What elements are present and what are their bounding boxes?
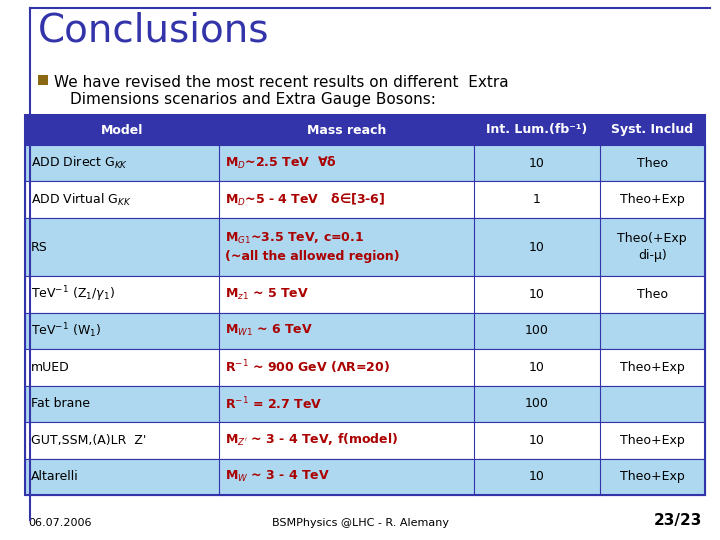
Bar <box>25 115 705 495</box>
Text: We have revised the most recent results on different  Extra: We have revised the most recent results … <box>54 75 508 90</box>
Bar <box>25 458 705 495</box>
Text: Int. Lum.(fb⁻¹): Int. Lum.(fb⁻¹) <box>486 124 588 137</box>
Text: Theo: Theo <box>636 288 668 301</box>
Text: 10: 10 <box>528 361 544 374</box>
Bar <box>25 422 705 458</box>
Bar <box>25 115 705 145</box>
Text: Model: Model <box>101 124 143 137</box>
Text: 100: 100 <box>525 325 549 338</box>
Text: R$^{-1}$ = 2.7 TeV: R$^{-1}$ = 2.7 TeV <box>225 396 322 412</box>
Bar <box>25 218 705 276</box>
Bar <box>25 386 705 422</box>
Text: M$_{D}$~2.5 TeV  ∀δ: M$_{D}$~2.5 TeV ∀δ <box>225 155 336 171</box>
Text: 23/23: 23/23 <box>654 513 702 528</box>
Text: mUED: mUED <box>31 361 70 374</box>
Text: Theo+Exp: Theo+Exp <box>620 361 685 374</box>
Text: 100: 100 <box>525 397 549 410</box>
Text: Theo+Exp: Theo+Exp <box>620 193 685 206</box>
Bar <box>25 145 705 181</box>
Bar <box>38 75 48 85</box>
Bar <box>25 313 705 349</box>
Text: Theo: Theo <box>636 157 668 170</box>
Bar <box>25 349 705 386</box>
Text: 10: 10 <box>528 470 544 483</box>
Text: Theo+Exp: Theo+Exp <box>620 470 685 483</box>
Text: ADD Virtual G$_{KK}$: ADD Virtual G$_{KK}$ <box>31 192 132 208</box>
Text: M$_{z1}$ ~ 5 TeV: M$_{z1}$ ~ 5 TeV <box>225 287 309 302</box>
Bar <box>25 181 705 218</box>
Text: GUT,SSM,(A)LR  Z': GUT,SSM,(A)LR Z' <box>31 434 146 447</box>
Text: Dimensions scenarios and Extra Gauge Bosons:: Dimensions scenarios and Extra Gauge Bos… <box>70 92 436 107</box>
Text: TeV$^{-1}$ (Z$_1$/$γ$$_1$): TeV$^{-1}$ (Z$_1$/$γ$$_1$) <box>31 285 115 304</box>
Text: R$^{-1}$ ~ 900 GeV (ΛR=20): R$^{-1}$ ~ 900 GeV (ΛR=20) <box>225 359 390 376</box>
Text: 10: 10 <box>528 157 544 170</box>
Text: M$_{D}$~5 - 4 TeV   δ∈[3-6]: M$_{D}$~5 - 4 TeV δ∈[3-6] <box>225 192 385 208</box>
Text: 1: 1 <box>533 193 541 206</box>
Bar <box>25 276 705 313</box>
Text: Fat brane: Fat brane <box>31 397 90 410</box>
Text: ADD Direct G$_{KK}$: ADD Direct G$_{KK}$ <box>31 155 128 171</box>
Text: 06.07.2006: 06.07.2006 <box>28 518 91 528</box>
Text: RS: RS <box>31 241 48 254</box>
Text: TeV$^{-1}$ (W$_1$): TeV$^{-1}$ (W$_1$) <box>31 322 102 340</box>
Text: 10: 10 <box>528 241 544 254</box>
Text: 10: 10 <box>528 434 544 447</box>
Text: M$_{G1}$~3.5 TeV, c=0.1
(~all the allowed region): M$_{G1}$~3.5 TeV, c=0.1 (~all the allowe… <box>225 231 400 263</box>
Text: M$_{W1}$ ~ 6 TeV: M$_{W1}$ ~ 6 TeV <box>225 323 312 339</box>
Text: M$_{W}$ ~ 3 - 4 TeV: M$_{W}$ ~ 3 - 4 TeV <box>225 469 330 484</box>
Text: 10: 10 <box>528 288 544 301</box>
Text: Mass reach: Mass reach <box>307 124 386 137</box>
Text: Theo(+Exp
di-μ): Theo(+Exp di-μ) <box>618 232 687 262</box>
Text: BSMPhysics @LHC - R. Alemany: BSMPhysics @LHC - R. Alemany <box>271 518 449 528</box>
Text: Conclusions: Conclusions <box>38 12 269 50</box>
Text: Theo+Exp: Theo+Exp <box>620 434 685 447</box>
Text: M$_{Z'}$ ~ 3 - 4 TeV, f(model): M$_{Z'}$ ~ 3 - 4 TeV, f(model) <box>225 432 398 448</box>
Text: Altarelli: Altarelli <box>31 470 78 483</box>
Text: Syst. Includ: Syst. Includ <box>611 124 693 137</box>
